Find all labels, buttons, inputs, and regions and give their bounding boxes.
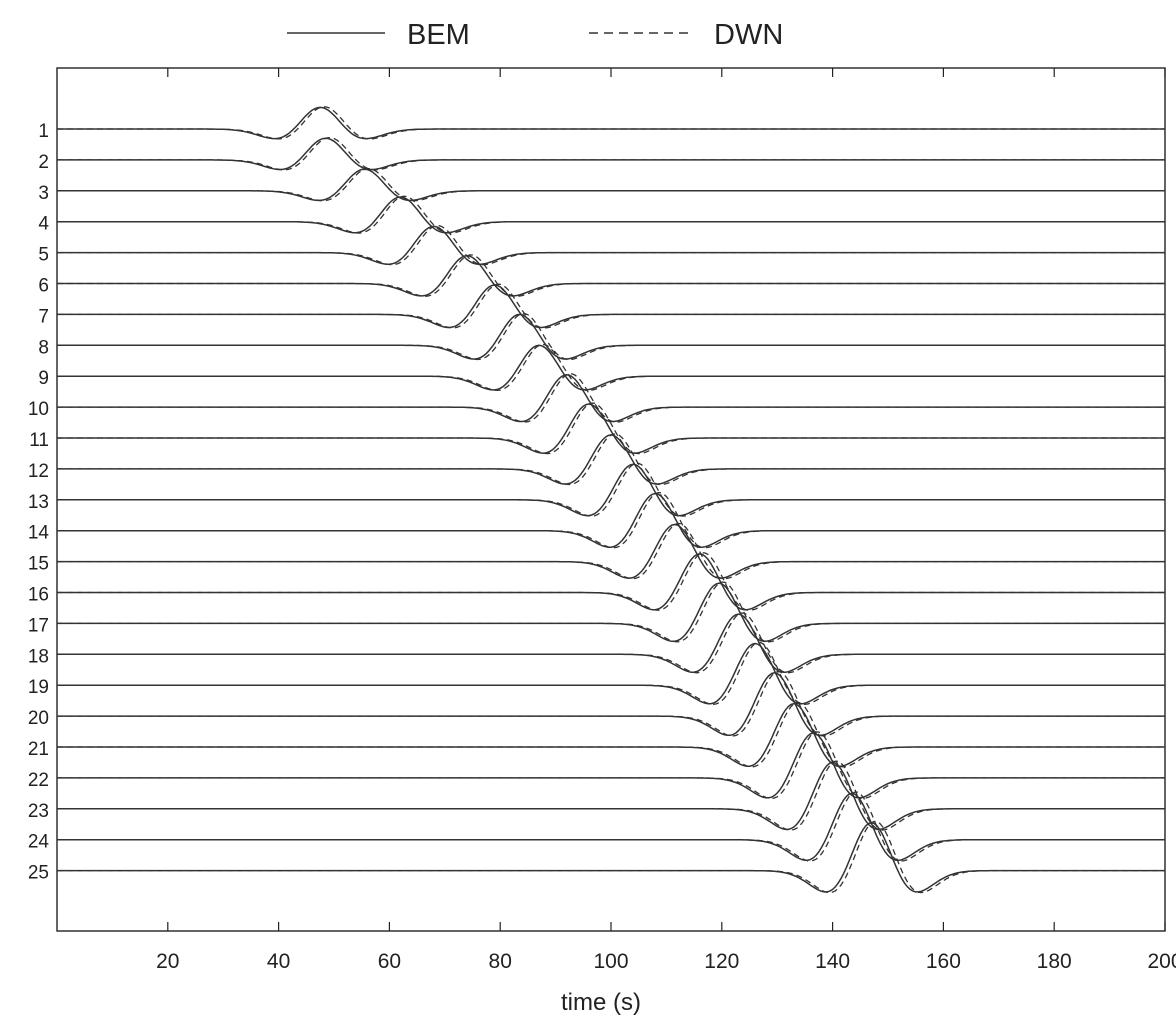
dwn-trace [57,491,1165,549]
bem-trace [57,137,1165,171]
dwn-trace [57,820,1165,894]
x-tick-label: 180 [1037,950,1072,973]
bem-trace [57,523,1165,579]
bem-trace [57,403,1165,454]
trace-label: 12 [28,461,49,482]
trace-label: 7 [38,306,49,327]
x-tick-label: 80 [489,950,512,973]
bem-trace [57,168,1165,202]
dwn-trace [57,106,1165,140]
trace-label: 21 [28,739,49,760]
dwn-trace [57,283,1165,329]
dwn-trace [57,462,1165,517]
trace-label: 4 [38,214,49,235]
dwn-trace [57,612,1165,674]
bem-trace [57,821,1165,893]
bem-trace [57,642,1165,705]
trace-label: 17 [28,615,49,636]
x-tick-label: 100 [593,950,628,973]
dwn-trace [57,760,1165,831]
trace-label: 18 [28,646,49,667]
x-tick-label: 60 [378,950,401,973]
bem-trace [57,284,1165,329]
trace-label: 10 [28,399,49,420]
trace-label: 20 [28,708,49,729]
bem-trace [57,434,1165,485]
dwn-trace [57,581,1165,643]
trace-label: 16 [28,585,49,606]
x-ticks [167,68,1166,931]
dwn-trace [57,671,1165,737]
bem-trace [57,672,1165,737]
x-tick-labels: 20 40 60 80 100 120 140 160 180 200 [156,950,1176,973]
trace-label: 22 [28,770,49,791]
trace-label: 14 [28,523,50,544]
trace-label: 3 [38,183,49,204]
trace-label: 23 [28,801,49,822]
x-tick-label: 40 [267,950,290,973]
trace-label: 9 [38,368,49,389]
trace-label: 8 [38,337,49,358]
bem-trace [57,313,1165,360]
bem-trace [57,792,1165,862]
dwn-trace [57,791,1165,862]
dwn-trace [57,731,1165,800]
dwn-trace [57,433,1165,486]
x-axis-label: time (s) [561,989,641,1016]
bem-trace [57,373,1165,423]
bem-trace [57,732,1165,799]
legend-dwn-label: DWN [714,19,783,51]
trace-label: 13 [28,492,49,513]
trace-label: 11 [29,430,49,451]
x-tick-label: 20 [156,950,179,973]
trace-label: 15 [28,554,49,575]
trace-label: 5 [38,245,49,266]
dwn-trace [57,195,1165,234]
trace-label: 24 [28,832,50,853]
bem-trace [57,702,1165,767]
x-tick-label: 140 [815,950,850,973]
x-tick-label: 120 [704,950,739,973]
bem-trace [57,492,1165,548]
dwn-trace [57,167,1165,202]
trace-label: 25 [28,863,49,884]
dwn-trace [57,254,1165,297]
bem-trace [57,553,1165,611]
dwn-trace [57,641,1165,706]
dwn-trace [57,137,1165,171]
trace-label: 1 [38,121,49,142]
traces [57,106,1165,894]
dwn-trace [57,701,1165,768]
x-tick-label: 200 [1147,950,1176,973]
dwn-trace [57,522,1165,580]
bem-trace [57,761,1165,831]
trace-label: 2 [38,152,49,173]
bem-trace [57,463,1165,517]
bem-trace [57,344,1165,391]
legend: BEM DWN [287,19,783,51]
bem-trace [57,254,1165,297]
x-tick-label: 160 [926,950,961,973]
trace-labels: 1234567891011121314151617181920212223242… [28,121,50,884]
legend-bem-label: BEM [407,19,470,51]
dwn-trace [57,224,1165,266]
bem-trace [57,106,1165,140]
bem-trace [57,196,1165,234]
dwn-trace [57,343,1165,392]
dwn-trace [57,312,1165,361]
dwn-trace [57,402,1165,455]
trace-label: 19 [28,677,49,698]
bem-trace [57,582,1165,643]
bem-trace [57,613,1165,673]
trace-label: 6 [38,276,49,297]
bem-trace [57,225,1165,266]
